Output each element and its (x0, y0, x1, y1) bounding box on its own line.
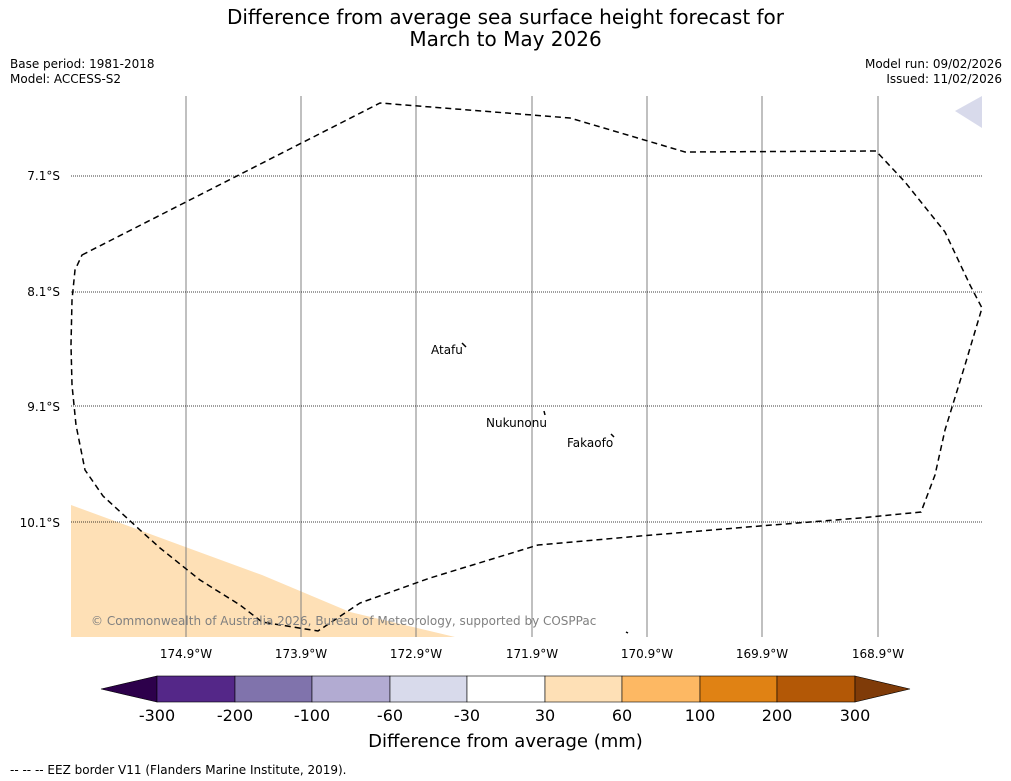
colorbar-low-extend (100, 675, 158, 703)
lon-label-5: 170.9°W (620, 647, 674, 661)
colorbar-tick: 200 (761, 706, 793, 725)
colorbar-segment (544, 675, 623, 703)
map-title: Difference from average sea surface heig… (0, 6, 1011, 50)
meta-left: Base period: 1981-2018 Model: ACCESS-S2 (10, 57, 155, 87)
colorbar-tick: -300 (138, 706, 176, 725)
small-islet-shape (625, 631, 629, 634)
place-label-nukunonu: Nukunonu (486, 416, 547, 430)
colorbar-label: Difference from average (mm) (368, 731, 643, 752)
north-marker-icon (955, 96, 982, 128)
colorbar-tick: 60 (611, 706, 633, 725)
colorbar-tick: 30 (534, 706, 556, 725)
colorbar-segment (389, 675, 468, 703)
lon-label-4: 171.9°W (505, 647, 559, 661)
lat-label-3: 9.1°S (27, 400, 60, 414)
colorbar-segment (699, 675, 778, 703)
lon-label-6: 169.9°W (735, 647, 789, 661)
colorbar-tick: -100 (293, 706, 331, 725)
lon-label-7: 168.9°W (851, 647, 905, 661)
base-period: Base period: 1981-2018 (10, 57, 155, 71)
lat-label-4: 10.1°S (19, 516, 60, 530)
colorbar-segment (311, 675, 391, 703)
colorbar-segment (776, 675, 856, 703)
colorbar-tick: -30 (453, 706, 481, 725)
anomaly-fill-region (71, 505, 455, 637)
lon-label-1: 174.9°W (159, 647, 213, 661)
place-label-atafu: Atafu (431, 343, 463, 357)
meridians (185, 96, 879, 637)
colorbar-tick: 300 (839, 706, 871, 725)
title-line-2: March to May 2026 (409, 27, 602, 51)
copyright-notice: © Commonwealth of Australia 2026, Bureau… (91, 614, 597, 628)
colorbar-segment (234, 675, 313, 703)
colorbar-segment (156, 675, 236, 703)
colorbar-tick: 100 (684, 706, 716, 725)
atafu-island-shape (461, 342, 467, 348)
eez-legend-note: -- -- -- EEZ border V11 (Flanders Marine… (10, 763, 347, 777)
colorbar-high-extend (854, 675, 911, 703)
colorbar-segment (466, 675, 546, 703)
meta-right: Model run: 09/02/2026 Issued: 11/02/2026 (865, 57, 1002, 87)
colorbar-tick: -200 (216, 706, 254, 725)
colorbar-tick: -60 (376, 706, 404, 725)
colorbar-segment (621, 675, 701, 703)
model-name: Model: ACCESS-S2 (10, 72, 122, 86)
lon-label-3: 172.9°W (389, 647, 443, 661)
lon-label-2: 173.9°W (274, 647, 328, 661)
lat-label-1: 7.1°S (27, 169, 60, 183)
eez-border (70, 102, 983, 632)
island-marks (461, 342, 629, 634)
fakaofo-island-shape (610, 433, 615, 438)
place-label-fakaofo: Fakaofo (567, 436, 614, 450)
lat-label-2: 8.1°S (27, 285, 60, 299)
nukunonu-island-shape (543, 410, 546, 416)
model-run: Model run: 09/02/2026 (864, 57, 1002, 71)
issued-date: Issued: 11/02/2026 (886, 72, 1002, 86)
title-line-1: Difference from average sea surface heig… (226, 5, 785, 29)
